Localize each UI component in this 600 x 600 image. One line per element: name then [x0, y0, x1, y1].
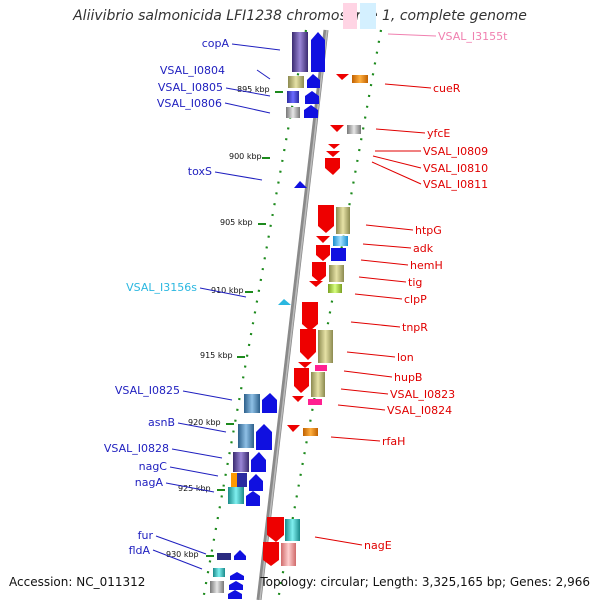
gene-label-right: lon	[397, 351, 414, 364]
gene-label-left: nagA	[135, 476, 164, 489]
gene-label-left: copA	[202, 37, 230, 50]
kbp-label: 915 kbp	[200, 351, 233, 360]
left-labels: copA VSAL_I0804 VSAL_I0805 VSAL_I0806 to…	[104, 37, 230, 557]
gene-label-right: hupB	[394, 371, 422, 384]
right-label-lines	[314, 33, 437, 546]
gene-label-left: VSAL_I0828	[104, 442, 169, 455]
gene-feature	[360, 3, 376, 29]
left-label-lines	[152, 43, 281, 570]
kbp-label: 910 kbp	[211, 286, 244, 295]
right-strand-features	[263, 74, 368, 566]
gene-label-left: VSAL_I3156s	[126, 281, 197, 294]
kbp-label: 905 kbp	[220, 218, 253, 227]
gene-label-left: nagC	[139, 460, 168, 473]
kbp-label: 930 kbp	[166, 550, 199, 559]
gene-label-right: VSAL_I0811	[423, 178, 488, 191]
gene-label-left: VSAL_I0805	[158, 81, 223, 94]
gene-label-right: rfaH	[382, 435, 405, 448]
gene-label-left: fldA	[129, 544, 151, 557]
gene-label-right: tig	[408, 276, 422, 289]
gene-label-left: VSAL_I0806	[157, 97, 222, 110]
kbp-ticks	[206, 91, 283, 557]
gene-label-left: toxS	[188, 165, 212, 178]
gene-label-right: VSAL_I0809	[423, 145, 488, 158]
gene-label-right: VSAL_I0810	[423, 162, 488, 175]
gene-label-left: VSAL_I0804	[160, 64, 225, 77]
kbp-label: 900 kbp	[229, 152, 262, 161]
gene-label-right: VSAL_I0824	[387, 404, 452, 417]
right-labels: VSAL_I3155t cueR yfcE VSAL_I0809 VSAL_I0…	[364, 30, 508, 552]
gene-label-left: VSAL_I0825	[115, 384, 180, 397]
gene-feature	[343, 3, 357, 29]
accession-text: Accession: NC_011312	[9, 575, 146, 589]
gene-label-right: hemH	[410, 259, 443, 272]
gene-label-right: clpP	[404, 293, 427, 306]
gene-label-right: VSAL_I0823	[390, 388, 455, 401]
topology-text: Topology: circular; Length: 3,325,165 bp…	[260, 575, 590, 589]
gene-label-left: fur	[138, 529, 154, 542]
gene-label-right: nagE	[364, 539, 392, 552]
gene-label-right: htpG	[415, 224, 442, 237]
map-title: Aliivibrio salmonicida LFI1238 chromosom…	[73, 8, 527, 24]
gene-label-right: VSAL_I3155t	[438, 30, 508, 43]
genome-axis-shade	[259, 29, 328, 600]
kbp-label: 895 kbp	[237, 85, 270, 94]
gene-label-right: cueR	[433, 82, 461, 95]
gene-label-right: yfcE	[427, 127, 450, 140]
gene-label-right: adk	[413, 242, 434, 255]
kbp-label: 920 kbp	[188, 418, 221, 427]
gene-label-right: tnpR	[402, 321, 428, 334]
gene-label-left: asnB	[148, 416, 175, 429]
genome-axis	[256, 29, 329, 600]
left-strand-features	[210, 32, 325, 599]
